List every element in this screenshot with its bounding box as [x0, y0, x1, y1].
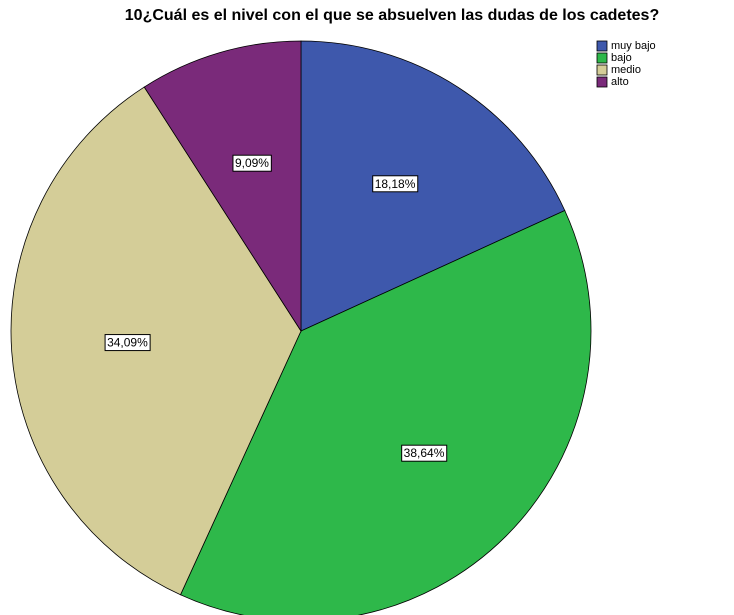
- pie-slice: [179, 209, 592, 615]
- legend-label: medio: [611, 64, 641, 76]
- value-label: 18,18%: [375, 177, 416, 191]
- pie-slice: [300, 40, 566, 332]
- legend-label: bajo: [611, 52, 632, 64]
- value-label: 9,09%: [235, 156, 269, 170]
- pie-slice: [143, 40, 302, 333]
- value-label-box: [104, 334, 151, 352]
- legend-swatch: [596, 40, 608, 52]
- legend-swatch: [596, 52, 608, 64]
- legend-swatch: [596, 76, 608, 88]
- value-label: 34,09%: [107, 336, 148, 350]
- legend-label: alto: [611, 76, 629, 88]
- value-label-box: [372, 175, 419, 193]
- value-label: 38,64%: [404, 446, 445, 460]
- pie-slice: [10, 86, 302, 596]
- chart-title: 10¿Cuál es el nivel con el que se absuel…: [125, 7, 659, 24]
- legend-label: muy bajo: [611, 40, 656, 52]
- value-label-box: [232, 154, 272, 172]
- legend-swatch: [596, 64, 608, 76]
- value-label-box: [401, 444, 448, 462]
